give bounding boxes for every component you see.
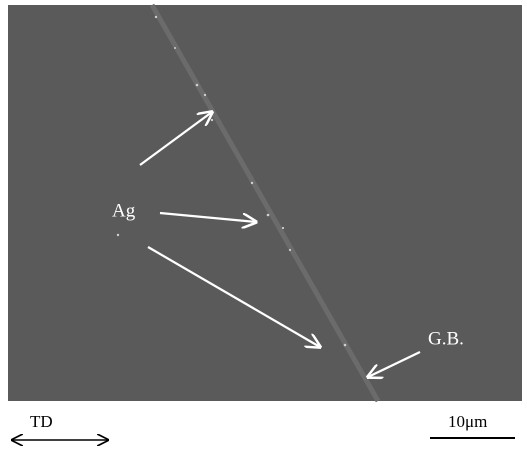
- gb-label: G.B.: [428, 328, 464, 349]
- direction-label: TD: [30, 412, 53, 431]
- precipitates: [116, 15, 347, 347]
- scale-label: 10μm: [448, 412, 487, 431]
- arrows: [139, 112, 421, 377]
- grain-boundary: [149, 3, 381, 403]
- ag-label: Ag: [112, 200, 136, 221]
